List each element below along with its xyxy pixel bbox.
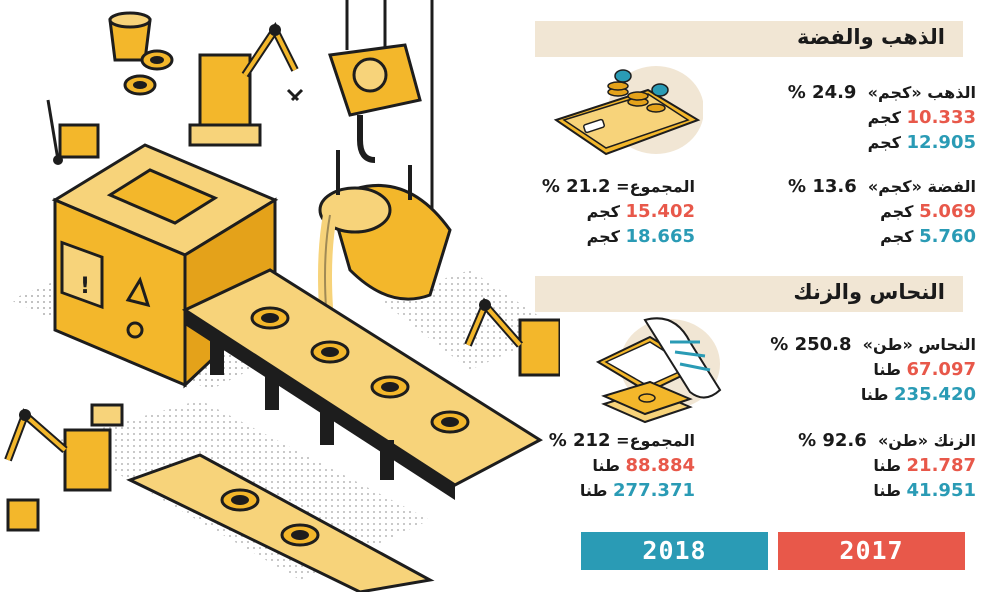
value-2018: 235.420	[894, 384, 976, 405]
unit-label: كجم	[867, 108, 901, 127]
unit-label: طنا	[873, 360, 901, 379]
stat-percent: 250.8 %	[770, 334, 852, 355]
legend-year-2017: 2017	[778, 532, 965, 570]
unit-label: طنا	[873, 456, 901, 475]
stat-label: الزنك «طن»	[877, 431, 976, 450]
unit-label: طنا	[579, 481, 608, 500]
section-title: الذهب والفضة	[797, 25, 945, 49]
stat-label: النحاس «طن»	[862, 335, 976, 354]
stat-label: المجموع=	[616, 177, 695, 196]
unit-label: كجم	[586, 227, 620, 246]
stat-zinc: الزنك «طن» 92.6 % 21.787 طنا 41.951 طنا	[798, 428, 976, 503]
robot-arm-icon	[188, 22, 304, 147]
value-2017: 21.787	[906, 455, 976, 476]
stat-percent: 92.6 %	[798, 430, 867, 451]
value-2018: 41.951	[906, 480, 976, 501]
value-2017: 88.884	[625, 455, 695, 476]
value-2018: 277.371	[613, 480, 695, 501]
stat-percent: 13.6 %	[788, 176, 857, 197]
unit-label: كجم	[867, 133, 901, 152]
conveyor-belt-lower-icon	[126, 453, 435, 592]
unit-label: كجم	[880, 202, 914, 221]
stat-total-gold-silver: المجموع= 21.2 % 15.402 كجم 18.665 كجم	[542, 174, 695, 249]
bucket-icon	[108, 11, 152, 62]
robot-arm-left-icon	[4, 403, 124, 492]
stat-label: الفضة «كجم»	[867, 177, 976, 196]
stat-gold: الذهب «كجم» 24.9 % 10.333 كجم 12.905 كجم	[788, 80, 976, 155]
section-header-gold-silver: الذهب والفضة	[535, 21, 963, 57]
box-icon	[6, 498, 40, 532]
stat-silver: الفضة «كجم» 13.6 % 5.069 كجم 5.760 كجم	[788, 174, 976, 249]
crucible-icon	[318, 150, 452, 351]
hand-truck-icon	[46, 99, 100, 165]
value-2017: 67.097	[906, 359, 976, 380]
value-2017: 10.333	[906, 107, 976, 128]
ring-parts-icon	[123, 49, 174, 96]
svg-text:!: !	[80, 274, 90, 299]
stat-percent: 24.9 %	[787, 82, 857, 103]
factory-illustration: !	[4, 0, 560, 592]
section-header-copper-zinc: النحاس والزنك	[535, 276, 963, 312]
crane-hook-icon	[328, 43, 422, 163]
stat-total-copper-zinc: المجموع= 212 % 88.884 طنا 277.371 طنا	[549, 428, 695, 503]
stat-percent: 21.2 %	[541, 176, 611, 197]
unit-label: طنا	[873, 481, 901, 500]
stat-percent: 212 %	[548, 430, 611, 451]
stat-label: المجموع=	[616, 431, 695, 450]
conveyor-belt-icon	[181, 268, 543, 500]
unit-label: طنا	[860, 385, 889, 404]
section-title: النحاس والزنك	[793, 280, 945, 304]
unit-label: كجم	[586, 202, 620, 221]
robot-arm-right-icon	[464, 297, 560, 377]
unit-label: كجم	[880, 227, 914, 246]
stat-label: الذهب «كجم»	[867, 83, 976, 102]
cash-receipt-icon	[595, 317, 722, 424]
stat-copper: النحاس «طن» 250.8 % 67.097 طنا 235.420 ط…	[770, 332, 976, 407]
value-2018: 5.760	[919, 226, 976, 247]
value-2017: 5.069	[919, 201, 976, 222]
value-2017: 15.402	[625, 201, 695, 222]
phone-coins-icon	[553, 66, 703, 156]
unit-label: طنا	[592, 456, 620, 475]
value-2018: 18.665	[625, 226, 695, 247]
legend-year-2018: 2018	[581, 532, 768, 570]
value-2018: 12.905	[906, 132, 976, 153]
